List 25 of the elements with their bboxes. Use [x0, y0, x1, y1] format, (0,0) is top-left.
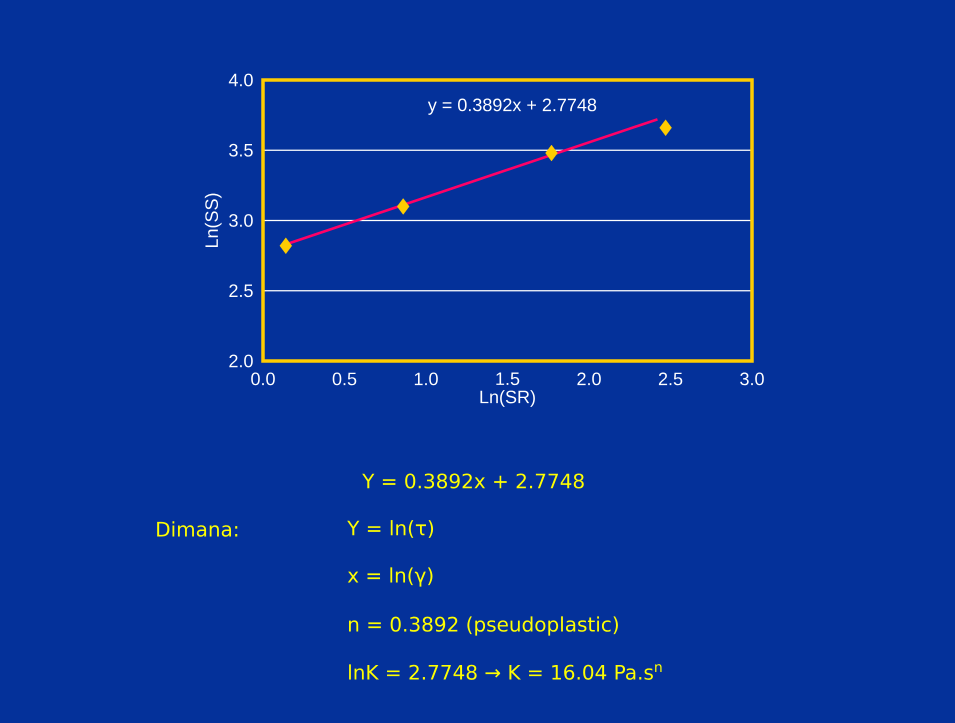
y-tick-label: 4.0 [228, 74, 253, 86]
text: Y = ln(τ) [347, 520, 434, 538]
y-tick-label: 2.5 [229, 284, 253, 298]
text: Dimana: [157, 521, 238, 537]
x-tick-label: 1.5 [496, 372, 520, 386]
x-tick-label: 2.0 [577, 372, 601, 386]
point [659, 120, 672, 136]
x-tick-label: 2.5 [658, 372, 682, 386]
x-tick-label: 3.0 [740, 372, 764, 386]
text: n = 0.3892 (pseudoplastic) [349, 616, 618, 636]
x-tick-label: 1.0 [414, 372, 438, 386]
y-tick-label: 3.0 [229, 214, 253, 227]
series-label: y = 0.3892x + 2.7748 [428, 98, 596, 115]
y-tick-label: 2.0 [229, 354, 253, 368]
text: Y = 0.3892x + 2.7748 [362, 473, 584, 489]
point [396, 198, 410, 215]
x-tick-label: 0.0 [251, 372, 275, 386]
x-axis-title: Ln(SR) [480, 390, 535, 407]
text: x = ln(γ) [348, 567, 432, 587]
point [280, 238, 292, 254]
y-tick-label: 3.5 [229, 144, 253, 157]
y-axis-title: Ln(SS) [204, 194, 222, 248]
point [545, 144, 558, 162]
text: lnK = 2.7748 → K = 16.04 Pa.s$^{n}$ [349, 664, 662, 680]
x-tick-label: 0.5 [332, 372, 356, 386]
